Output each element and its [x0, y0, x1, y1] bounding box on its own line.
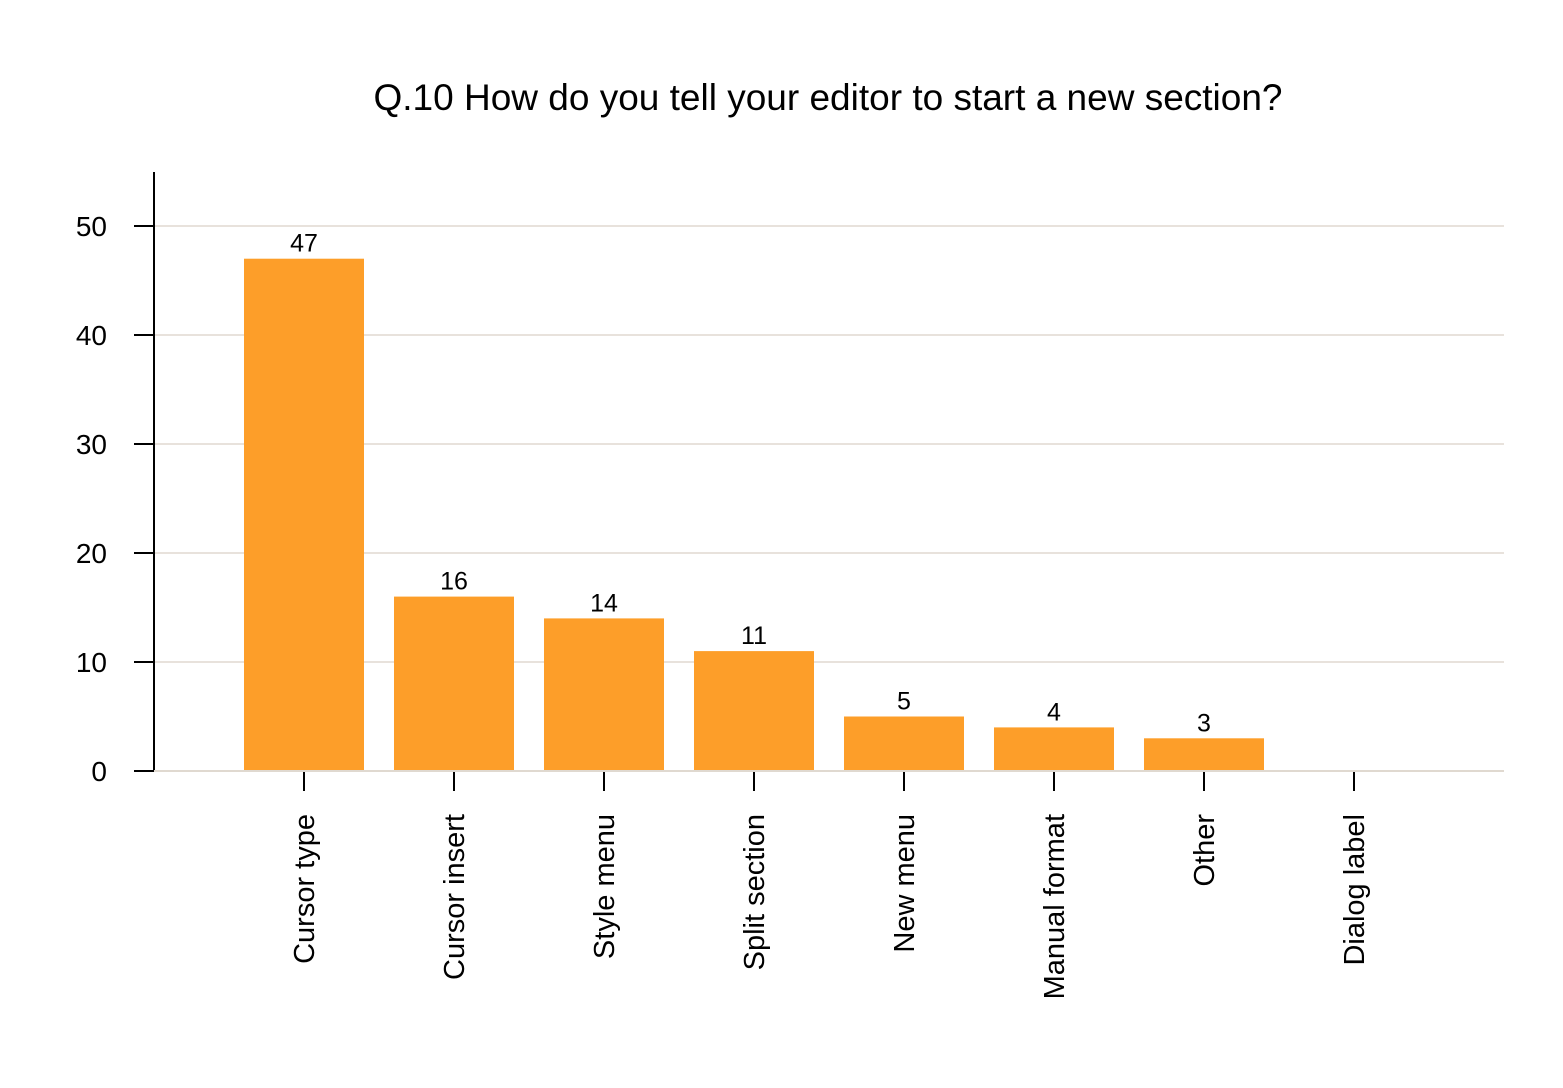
value-label-style-menu: 14 — [590, 589, 618, 617]
category-label-style-menu: Style menu — [589, 814, 621, 959]
category-label-cursor-insert: Cursor insert — [439, 814, 471, 980]
y-tick-label-30: 30 — [76, 429, 107, 460]
bar-new-menu — [844, 716, 964, 771]
value-label-manual-format: 4 — [1047, 698, 1061, 726]
y-tick-label-20: 20 — [76, 538, 107, 569]
value-label-other: 3 — [1197, 709, 1211, 737]
category-label-cursor-type: Cursor type — [289, 814, 321, 964]
bar-manual-format — [994, 727, 1114, 771]
value-label-new-menu: 5 — [897, 688, 911, 716]
bar-cursor-type — [244, 258, 364, 771]
y-tick-label-40: 40 — [76, 320, 107, 351]
bar-split-section — [694, 651, 814, 771]
category-label-split-section: Split section — [739, 814, 771, 970]
y-tick-label-50: 50 — [76, 211, 107, 242]
chart-title: Q.10 How do you tell your editor to star… — [373, 77, 1282, 118]
y-tick-label-0: 0 — [91, 756, 107, 787]
category-label-other: Other — [1189, 814, 1221, 887]
y-tick-label-10: 10 — [76, 647, 107, 678]
value-label-split-section: 11 — [741, 622, 767, 650]
bars — [244, 258, 1264, 771]
bar-other — [1144, 738, 1264, 771]
axes — [134, 172, 1504, 791]
category-label-dialog-label: Dialog label — [1339, 814, 1371, 966]
value-label-cursor-type: 47 — [290, 230, 318, 258]
value-label-cursor-insert: 16 — [440, 568, 468, 596]
bar-style-menu — [544, 618, 664, 771]
category-label-manual-format: Manual format — [1039, 814, 1071, 999]
category-label-new-menu: New menu — [889, 814, 921, 953]
labels: 0 10 20 30 40 50 47 Cursor type 16 Cursor insert 1… — [76, 211, 1371, 999]
bar-cursor-insert — [394, 596, 514, 771]
